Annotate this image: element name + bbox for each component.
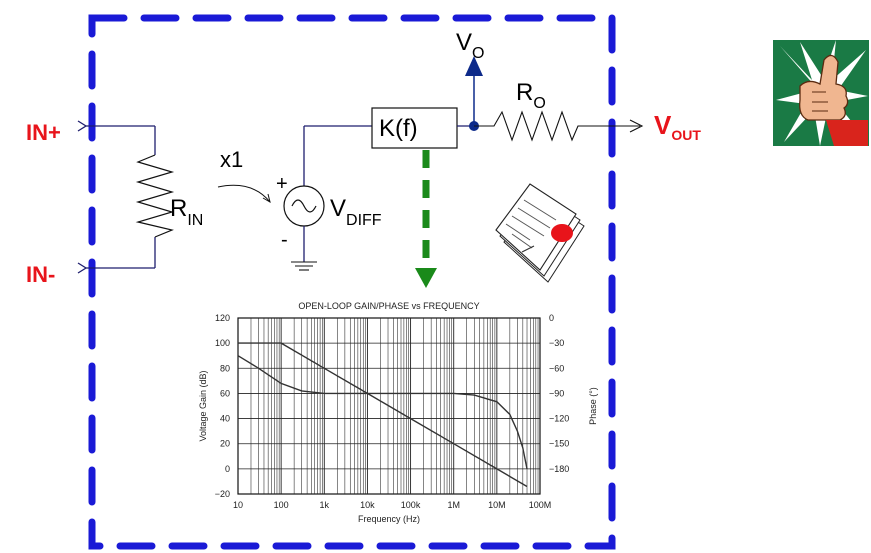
rin-label: R [170,195,187,222]
open-loop-gain-phase-plot: 10 100 1k 10k 100k 1M 10M 100M 120 100 80 60 40 20 0 −2… [198,301,598,524]
svg-text:VO: VO [456,29,484,62]
y-tick-label-left: 80 [220,363,230,373]
y-axis-label-left: Voltage Gain (dB) [198,370,208,441]
x-tick-label: 10 [233,500,243,510]
y-tick-label-right: −60 [549,363,564,373]
ro-subscript: O [533,95,545,112]
input-resistor [135,154,175,238]
in-plus-label: IN+ [26,120,61,145]
rin-subscript: IN [187,212,203,229]
phase-curve [237,355,528,470]
x-tick-label: 10k [360,500,375,510]
y-tick-label-left: 20 [220,439,230,449]
y-axis-label-right: Phase (°) [588,387,598,425]
x-tick-label: 1k [320,500,330,510]
y-tick-label-left: −20 [215,489,230,499]
vout-label: V [654,110,672,140]
svg-text:RIN: RIN [170,195,203,229]
vdiff-source [283,125,372,271]
svg-text:RO: RO [516,79,546,112]
x-tick-label: 100M [529,500,552,510]
vout-subscript: OUT [671,127,701,143]
y-tick-label-right: −150 [549,439,569,449]
certificate-icon [495,183,585,283]
x1-dependency-arrow [217,184,271,203]
vdiff-plus-sign: + [276,173,288,195]
y-tick-label-right: −90 [549,388,564,398]
vo-arrow-icon [465,56,483,76]
down-arrow-icon [415,268,437,288]
op-amp-model-boundary [88,14,616,550]
chart-title: OPEN-LOOP GAIN/PHASE vs FREQUENCY [298,301,479,311]
y-tick-label-right: −120 [549,414,569,424]
y-tick-label-left: 40 [220,414,230,424]
x-tick-label: 1M [447,500,460,510]
y-tick-label-left: 0 [225,464,230,474]
x1-label: x1 [220,147,243,172]
input-wiring [77,120,156,274]
y-tick-label-left: 100 [215,338,230,348]
x-tick-label: 100 [274,500,289,510]
y-tick-label-left: 120 [215,313,230,323]
x-tick-label: 100k [401,500,421,510]
gain-curve [238,342,528,488]
vdiff-minus-sign: - [281,229,288,251]
svg-text:VDIFF: VDIFF [330,195,382,229]
y-tick-label-right: −30 [549,338,564,348]
ro-label: R [516,79,533,106]
vo-subscript: O [472,45,484,62]
vdiff-subscript: DIFF [346,212,382,229]
output-arrow-icon [629,119,644,133]
in-minus-label: IN- [26,262,55,287]
output-resistor [474,110,640,142]
svg-text:VOUT: VOUT [654,110,701,143]
y-tick-label-left: 60 [220,388,230,398]
kf-gain-block [371,107,458,149]
thumbs-up-icon [773,40,869,146]
x-tick-label: 10M [488,500,506,510]
x-axis-label: Frequency (Hz) [358,514,420,524]
y-tick-label-right: 0 [549,313,554,323]
y-tick-label-right: −180 [549,464,569,474]
vo-label: V [456,29,472,56]
kf-label: K(f) [379,115,418,142]
vdiff-label: V [330,195,346,222]
